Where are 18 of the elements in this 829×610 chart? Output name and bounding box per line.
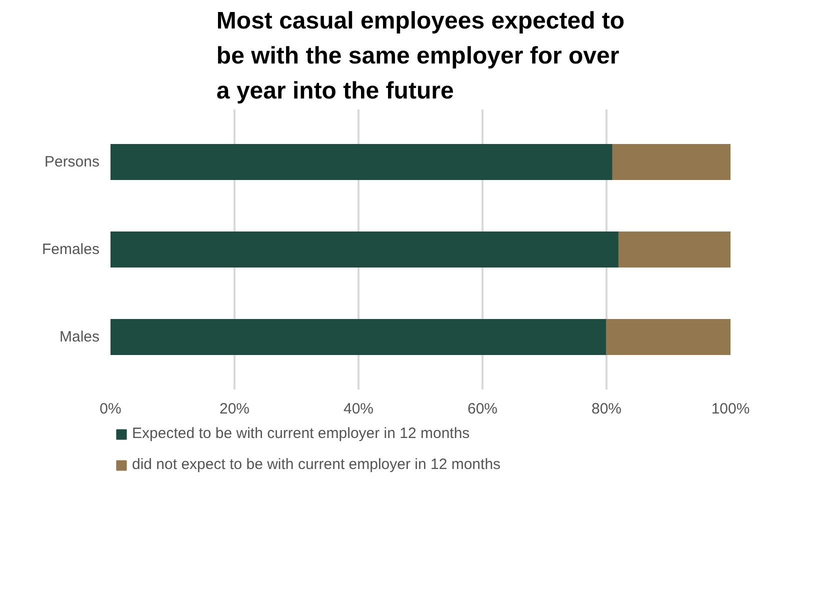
x-tick-label: 100% xyxy=(711,400,750,418)
legend-label: did not expect to be with current employer in 12 months xyxy=(132,456,501,473)
bar xyxy=(606,319,730,355)
y-tick-label: Females xyxy=(42,241,100,258)
x-tick-label: 0% xyxy=(100,400,122,418)
bar xyxy=(612,144,730,180)
bar xyxy=(110,232,620,268)
x-tick-label: 20% xyxy=(219,400,250,418)
legend-label: Expected to be with current employer in 12 months xyxy=(132,425,470,442)
x-tick-label: 60% xyxy=(467,400,498,418)
y-tick-label: Males xyxy=(59,328,100,346)
x-tick-label: 40% xyxy=(343,400,374,418)
chart-title: Most casual employees expected to be with the same employer for over a year into the future xyxy=(216,7,625,104)
bar xyxy=(110,144,614,180)
bar xyxy=(618,232,730,268)
y-tick-label: Persons xyxy=(44,154,100,170)
x-tick-label: 80% xyxy=(591,400,622,418)
bar xyxy=(110,319,607,355)
